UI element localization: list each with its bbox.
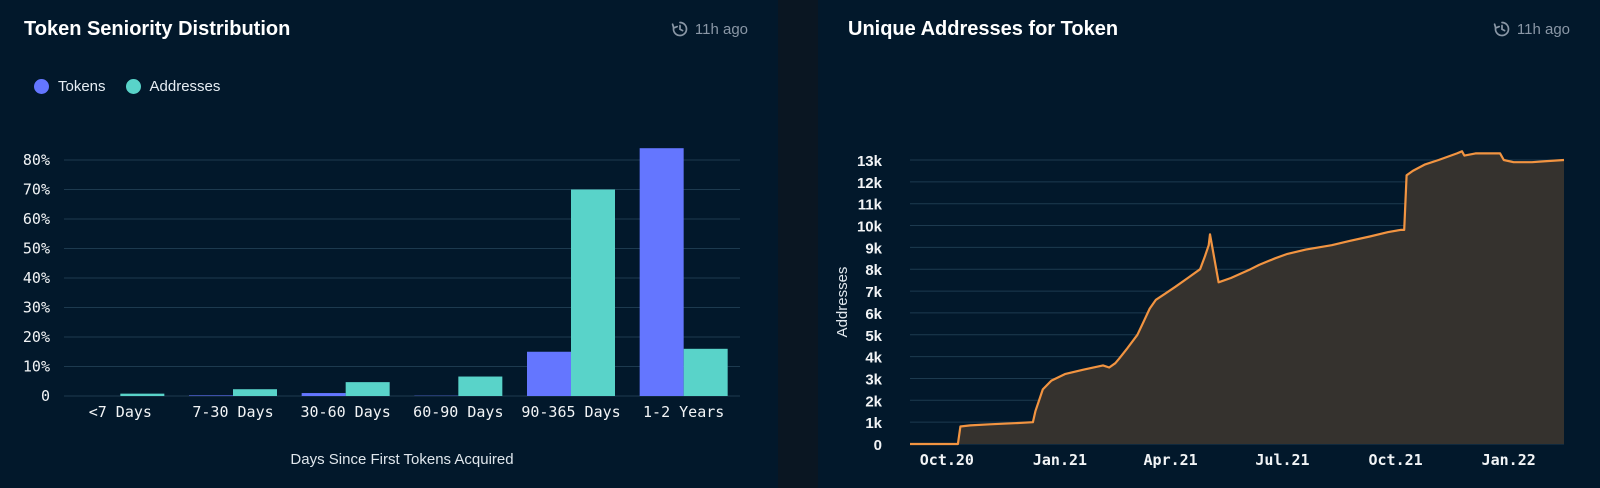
y-tick-label: 50%	[23, 240, 50, 258]
bar-addresses-5	[683, 348, 728, 396]
y-tick-label: 0	[41, 387, 50, 405]
refresh-clock-icon	[671, 21, 688, 37]
last-updated[interactable]: 11h ago	[1493, 20, 1570, 38]
x-tick-label: <7 Days	[89, 403, 152, 421]
y-tick-label: 4k	[865, 350, 882, 367]
last-updated-text: 11h ago	[694, 20, 748, 38]
bar-addresses-4	[571, 189, 615, 396]
x-tick-label: 90-365 Days	[521, 403, 620, 421]
bar-addresses-3	[458, 376, 503, 396]
legend-label-addresses: Addresses	[149, 78, 221, 95]
x-tick-label: 7-30 Days	[192, 403, 273, 421]
y-tick-label: 13k	[857, 153, 883, 170]
y-tick-label: 1k	[865, 415, 882, 432]
bar-tokens-5	[639, 148, 684, 396]
refresh-clock-icon	[1493, 21, 1510, 37]
x-tick-label: Jul.21	[1255, 451, 1309, 469]
y-tick-label: 9k	[865, 240, 882, 257]
bar-addresses-1	[233, 389, 277, 396]
bar-addresses-2	[345, 382, 390, 396]
last-updated[interactable]: 11h ago	[671, 20, 748, 38]
x-tick-label: 60-90 Days	[413, 403, 503, 421]
x-axis-title: Days Since First Tokens Acquired	[290, 451, 513, 468]
y-tick-label: 20%	[23, 328, 50, 346]
x-tick-label: 1-2 Years	[643, 403, 724, 421]
seniority-panel: Token Seniority Distribution 11h ago Tok…	[0, 0, 778, 488]
last-updated-text: 11h ago	[1516, 20, 1570, 38]
series-line-addresses	[910, 150, 1565, 446]
seniority-bar-chart: 0 10% 20% 30% 40% 50% 60% 70% 80% <7 Days 7-30 Day…	[23, 148, 740, 468]
legend-item-addresses[interactable]: Addresses	[125, 78, 221, 95]
y-tick-label: 40%	[23, 269, 50, 287]
y-tick-label: 10k	[857, 219, 883, 236]
y-tick-label: 60%	[23, 210, 50, 228]
x-tick-label: Oct.21	[1368, 451, 1422, 469]
y-tick-label: 2k	[865, 393, 882, 410]
bar-tokens-4	[527, 351, 571, 396]
y-tick-label: 5k	[865, 328, 882, 345]
panel-title: Unique Addresses for Token	[848, 18, 1119, 40]
legend-item-tokens[interactable]: Tokens	[34, 78, 106, 95]
x-tick-label: Jan.21	[1033, 451, 1087, 469]
y-tick-label: 80%	[23, 151, 50, 169]
y-tick-label: 0	[874, 437, 882, 454]
bar-addresses-0	[120, 393, 165, 396]
y-tick-label: 7k	[865, 284, 882, 301]
y-tick-label: 30%	[23, 299, 50, 317]
y-tick-label: 6k	[865, 306, 882, 323]
panel-title: Token Seniority Distribution	[24, 18, 291, 40]
unique-addresses-area-chart: 0 1k 2k 3k 4k 5k 6k 7k 8k 9k 10k 11k 12k 13k Oct.20 Jan…	[834, 150, 1565, 469]
y-axis-title: Addresses	[834, 267, 851, 338]
y-tick-label: 3k	[865, 371, 882, 388]
y-tick-label: 70%	[23, 181, 50, 199]
legend-swatch-tokens	[34, 79, 49, 94]
x-tick-label: Oct.20	[920, 451, 974, 469]
legend-swatch-addresses	[125, 79, 141, 94]
unique-addresses-panel: Unique Addresses for Token 11h ago 0 1k 2k…	[818, 0, 1600, 488]
y-tick-label: 11k	[858, 197, 883, 214]
x-tick-label: Jan.22	[1482, 451, 1536, 469]
y-tick-label: 10%	[23, 358, 50, 376]
area-fill	[910, 151, 1564, 445]
y-tick-label: 8k	[865, 262, 882, 279]
chart-legend: Tokens Addresses	[34, 78, 220, 95]
legend-label-tokens: Tokens	[58, 78, 106, 95]
bar-tokens-2	[301, 393, 346, 396]
bar-tokens-1	[189, 395, 233, 396]
x-tick-label: Apr.21	[1144, 451, 1198, 469]
y-tick-label: 12k	[857, 175, 883, 192]
x-tick-label: 30-60 Days	[301, 403, 391, 421]
